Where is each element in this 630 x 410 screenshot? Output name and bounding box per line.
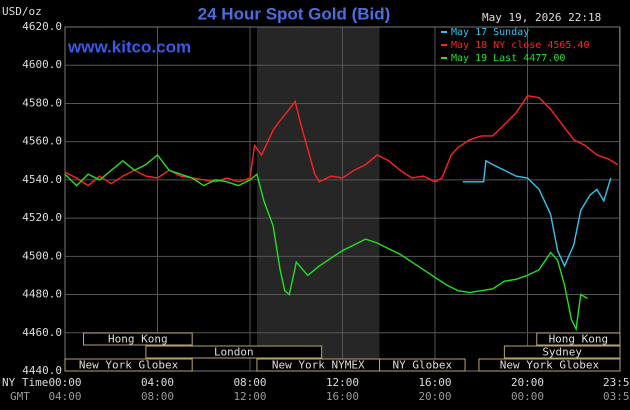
y-tick-label: 4520.0: [22, 211, 62, 224]
y-tick-label: 4500.0: [22, 249, 62, 262]
session-label: London: [214, 346, 254, 359]
x2-tick-label: 16:00: [326, 390, 359, 403]
x2-tick-label: 08:00: [141, 390, 174, 403]
series-line: [64, 95, 619, 187]
session-box: [503, 345, 621, 359]
nymex-shade: [256, 27, 380, 371]
x-tick-label: 00:00: [48, 376, 81, 389]
x-tick-label: 23:59: [603, 376, 630, 389]
legend-label: May 18 NY close 4565.40: [451, 40, 589, 51]
session-label: New York NYMEX: [272, 359, 365, 372]
y-tick-label: 4560.0: [22, 135, 62, 148]
y-tick-label: 4540.0: [22, 173, 62, 186]
y-tick-label: 4580.0: [22, 96, 62, 109]
site-link: www.kitco.com: [67, 37, 191, 56]
session-label: NY Globex: [392, 359, 452, 372]
x2-tick-label: 03:59: [603, 390, 630, 403]
y-axis-label: USD/oz: [2, 5, 42, 18]
y-tick-label: 4620.0: [22, 20, 62, 33]
session-label: New York Globex: [79, 359, 179, 372]
session-box: [145, 345, 323, 359]
x2-axis-label: GMT: [10, 390, 30, 403]
x2-tick-label: 00:00: [511, 390, 544, 403]
session-label: New York Globex: [500, 359, 600, 372]
x2-tick-label: 04:00: [48, 390, 81, 403]
x2-tick-label: 12:00: [233, 390, 266, 403]
session-label: Hong Kong: [549, 333, 609, 346]
x-tick-label: 16:00: [418, 376, 451, 389]
series-line: [462, 159, 612, 268]
x-tick-label: 20:00: [511, 376, 544, 389]
y-tick-label: 4480.0: [22, 288, 62, 301]
x2-tick-label: 20:00: [418, 390, 451, 403]
y-tick-label: 4600.0: [22, 58, 62, 71]
session-label: Sydney: [542, 346, 582, 359]
y-tick-label: 4460.0: [22, 326, 62, 339]
session-box: [379, 358, 466, 372]
y-tick-label: 4440.0: [22, 364, 62, 377]
x-tick-label: 12:00: [326, 376, 359, 389]
legend-label: May 19 Last 4477.00: [451, 53, 565, 64]
session-label: Hong Kong: [108, 333, 168, 346]
x-tick-label: 08:00: [233, 376, 266, 389]
session-box: [478, 358, 621, 372]
session-box: [536, 332, 621, 346]
series-line: [64, 153, 588, 332]
session-box: [64, 358, 193, 372]
session-box: [83, 332, 193, 346]
timestamp: May 19, 2026 22:18: [482, 11, 601, 24]
chart-title: 24 Hour Spot Gold (Bid): [198, 4, 391, 23]
legend-label: May 17 Sunday: [451, 27, 529, 38]
x-tick-label: 04:00: [141, 376, 174, 389]
x-axis-label: NY Time: [2, 376, 48, 389]
